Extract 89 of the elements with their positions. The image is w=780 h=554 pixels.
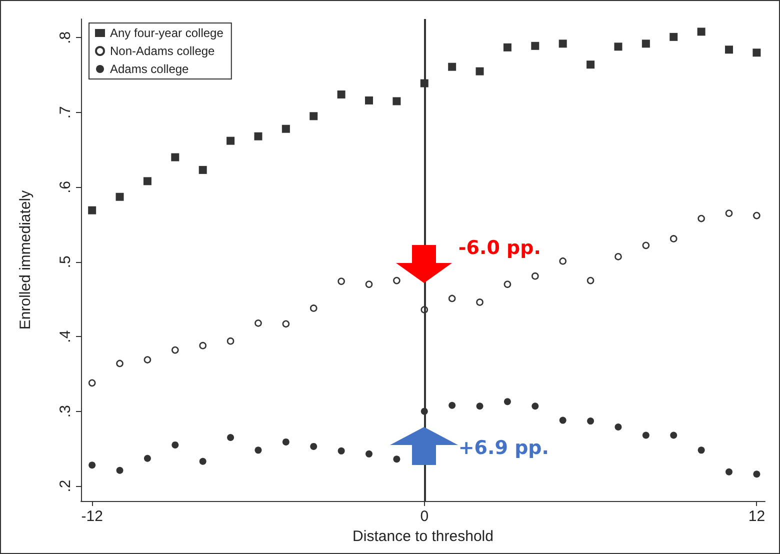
point [392, 97, 401, 106]
point [254, 132, 262, 140]
point [587, 418, 594, 425]
point [725, 210, 733, 217]
point [670, 235, 678, 242]
point [365, 96, 373, 104]
point [143, 177, 152, 186]
point [254, 446, 262, 454]
point [88, 462, 96, 469]
point [338, 447, 345, 454]
point [503, 43, 512, 52]
point [476, 298, 484, 306]
point [642, 242, 650, 250]
point [558, 40, 567, 48]
point [504, 280, 512, 288]
point [282, 438, 290, 446]
point [198, 166, 207, 174]
point [504, 398, 511, 406]
point [226, 136, 235, 145]
point [698, 214, 705, 222]
x-tick-label: 12 [748, 508, 766, 525]
point [172, 441, 179, 448]
point [171, 153, 180, 162]
point [586, 276, 594, 284]
point [227, 434, 234, 441]
point [726, 468, 732, 476]
point [337, 90, 346, 98]
point [365, 280, 373, 288]
x-tick-label: 0 [420, 508, 429, 525]
point [614, 42, 622, 51]
y-tick-label: .5 [57, 256, 74, 268]
point [532, 272, 539, 280]
y-tick-label: .8 [57, 31, 74, 44]
y-tick-label: .4 [57, 330, 74, 343]
y-axis-title: Enrolled immediately [17, 190, 34, 330]
y-tick-label: .6 [57, 180, 74, 194]
point [586, 60, 595, 69]
point [338, 278, 345, 285]
point [614, 424, 622, 431]
point [172, 346, 179, 354]
point [532, 402, 539, 410]
point [116, 192, 124, 201]
legend-label: Any four-year college [110, 26, 224, 40]
point [310, 442, 318, 450]
point [697, 28, 706, 36]
point [448, 402, 456, 409]
point [144, 356, 152, 364]
point [448, 62, 456, 71]
point [116, 360, 124, 368]
point [559, 416, 566, 424]
point [88, 206, 96, 214]
point [254, 319, 262, 327]
point [393, 456, 400, 463]
y-tick-label: .2 [57, 480, 74, 492]
x-axis-title: Distance to threshold [352, 528, 494, 545]
point [670, 432, 678, 439]
point [282, 320, 290, 328]
point [282, 124, 290, 133]
point [476, 67, 484, 76]
point [614, 252, 622, 260]
y-tick-label: .3 [57, 405, 74, 418]
point [144, 454, 151, 462]
y-tick-label: .7 [57, 106, 74, 119]
point [559, 257, 566, 265]
point [310, 304, 318, 312]
point [725, 46, 733, 54]
point [642, 40, 650, 48]
point [116, 466, 124, 474]
point [752, 48, 761, 57]
point [199, 458, 206, 465]
point [199, 342, 206, 350]
point [393, 276, 400, 284]
point [670, 32, 678, 41]
point [642, 432, 650, 439]
annotation: -6.0 pp. [458, 236, 541, 259]
point [88, 379, 96, 387]
point [366, 450, 372, 458]
point [698, 446, 705, 454]
annotation: +6.9 pp. [458, 437, 549, 460]
point [476, 402, 484, 410]
point [310, 112, 318, 120]
point [753, 470, 760, 478]
point [753, 212, 760, 220]
point [531, 42, 540, 50]
legend-label: Adams college [110, 62, 190, 76]
x-tick-label: -12 [81, 508, 103, 525]
point [226, 337, 234, 345]
point [448, 294, 456, 302]
legend-label: Non-Adams college [110, 44, 216, 58]
